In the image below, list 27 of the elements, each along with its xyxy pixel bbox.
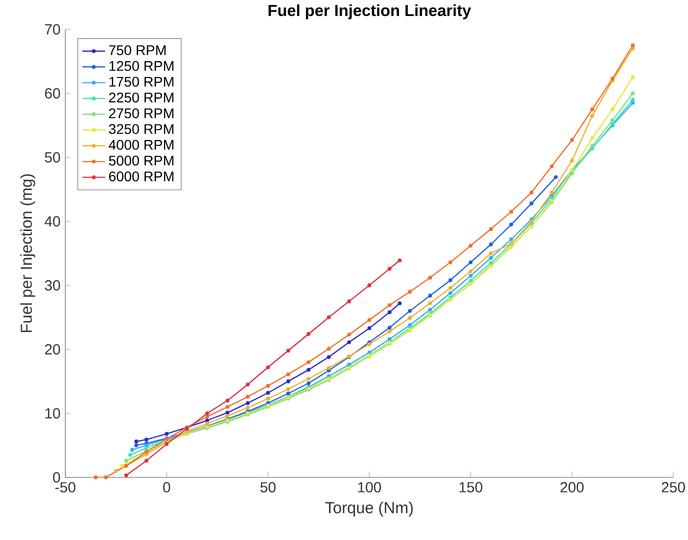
y-tick-label: 30 (44, 280, 60, 291)
y-axis-title: Fuel per Injection (mg) (20, 174, 36, 332)
y-tick-label: 50 (44, 152, 60, 163)
y-tick-label: 20 (45, 344, 60, 355)
legend-label: 2750 RPM (109, 108, 174, 118)
legend-label: 2250 RPM (109, 92, 174, 102)
legend-label: 1750 RPM (109, 76, 174, 87)
y-tick-label: 10 (45, 408, 60, 419)
legend-label: 750 RPM (109, 45, 166, 56)
y-tick-label: 40 (44, 216, 60, 227)
x-axis-title: Torque (Nm) (325, 502, 413, 516)
legend-label: 4000 RPM (108, 140, 174, 150)
x-tick-label: -50 (55, 482, 76, 492)
x-tick-label: 100 (358, 482, 381, 492)
x-tick-label: 50 (260, 482, 276, 492)
x-tick-label: 150 (460, 482, 482, 492)
x-tick-label: 250 (662, 482, 685, 492)
x-tick-label: 0 (163, 482, 170, 492)
y-tick-label: 70 (45, 24, 60, 35)
legend-label: 5000 RPM (108, 156, 174, 166)
legend-label: 6000 RPM (109, 171, 174, 182)
x-tick-label: 200 (560, 482, 584, 492)
y-tick-label: 0 (53, 472, 60, 483)
legend-label: 3250 RPM (108, 124, 174, 134)
chart-title: Fuel per Injection Linearity (268, 4, 472, 20)
legend-label: 1250 RPM (109, 61, 174, 71)
y-tick-label: 60 (45, 88, 60, 99)
